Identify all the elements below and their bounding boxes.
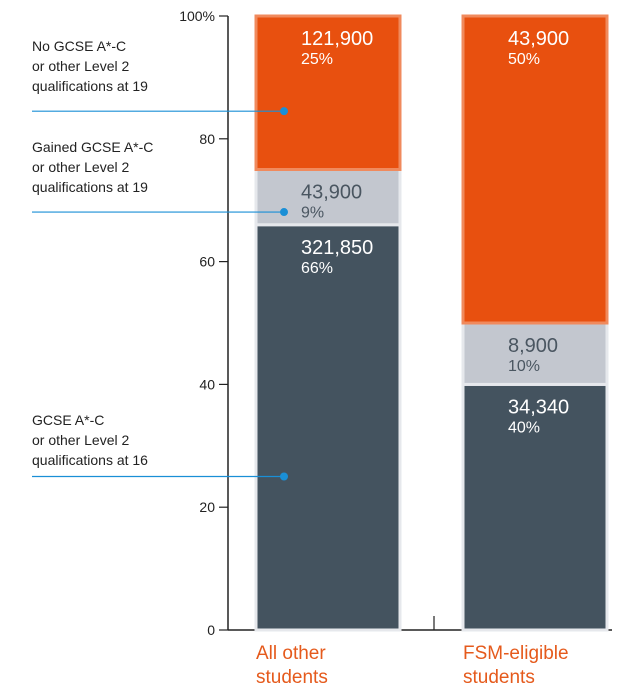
y-tick-label-60: 60 [199,254,215,270]
legend-no19-line-1: or other Level 2 [32,58,129,74]
bar-pct-no19-1: 50% [508,51,540,68]
bar-count-at16-1: 34,340 [508,396,569,418]
legend-gained19-line-0: Gained GCSE A*-C [32,139,153,155]
bar-count-no19-0: 121,900 [301,28,373,50]
bar-pct-gained19-0: 9% [301,205,324,222]
legend-leader-dot-gained19 [280,208,288,217]
category-label-0-line-1: students [256,667,328,686]
legend-at16-line-0: GCSE A*-C [32,412,104,428]
category-label-0-line-0: All other [256,643,326,664]
y-tick-label-80: 80 [199,131,215,147]
bar-count-gained19-0: 43,900 [301,182,362,204]
legend-at16-line-1: or other Level 2 [32,432,129,448]
legend-at16-line-2: qualifications at 16 [32,452,148,468]
bar-count-gained19-1: 8,900 [508,335,558,357]
bar-gained19-1 [461,321,609,386]
y-tick-label-0: 0 [207,622,215,638]
legend-gained19-line-2: qualifications at 19 [32,179,148,195]
bar-no19-0 [254,14,402,171]
bar-pct-at16-1: 40% [508,419,540,436]
bar-pct-no19-0: 25% [301,51,333,68]
category-label-1-line-0: FSM-eligible [463,643,569,664]
legend-gained19-line-1: or other Level 2 [32,159,129,175]
category-label-1-line-1: students [463,667,535,686]
bar-count-no19-1: 43,900 [508,28,569,50]
legend-layer: No GCSE A*-C or other Level 2 qualificatio… [32,38,288,481]
y-tick-label-100: 100% [179,8,215,24]
bar-at16-1 [461,382,609,632]
bar-pct-gained19-1: 10% [508,358,540,375]
bar-count-at16-0: 321,850 [301,237,373,259]
bar-no19-1 [461,14,609,325]
legend-leader-dot-no19 [280,107,288,116]
y-tick-label-40: 40 [199,376,215,392]
y-tick-label-20: 20 [199,499,215,515]
legend-leader-dot-at16 [280,472,288,481]
legend-no19-line-2: qualifications at 19 [32,78,148,94]
legend-no19-line-0: No GCSE A*-C [32,38,126,54]
bar-pct-at16-0: 66% [301,260,333,277]
bar-at16-0 [254,223,402,632]
bars-layer [254,14,609,632]
